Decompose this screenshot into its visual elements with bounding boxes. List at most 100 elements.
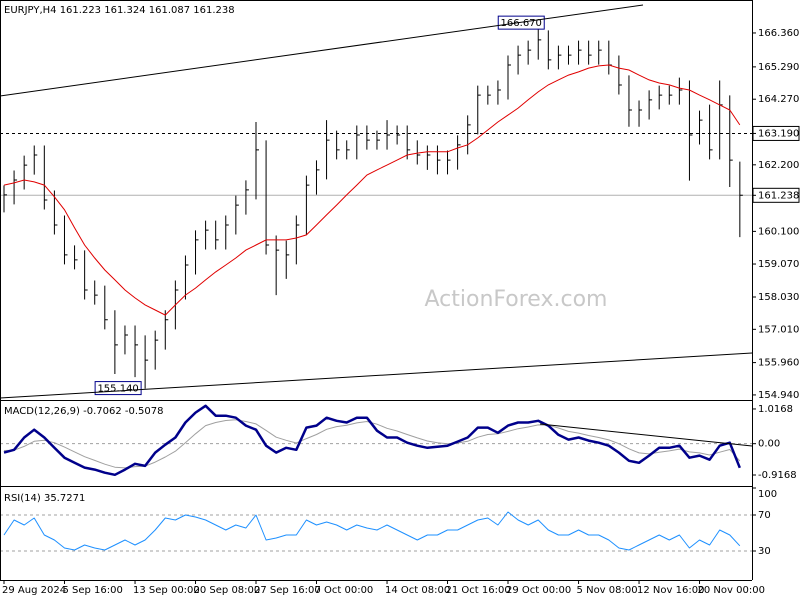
y-tick-label: 160.100	[758, 226, 799, 237]
ohlc-bar	[618, 55, 622, 95]
x-tick-label: 27 Sep 16:00	[254, 585, 321, 596]
ohlc-bar	[467, 115, 471, 155]
ohlc-bar	[215, 220, 219, 250]
x-tick-label: 14 Oct 08:00	[385, 585, 450, 596]
panel-title: RSI(14) 35.7271	[4, 493, 85, 504]
ohlc-bar	[53, 190, 58, 235]
ohlc-bar	[43, 145, 48, 210]
ohlc-bar	[164, 310, 169, 350]
y-tick-label: 30	[758, 546, 771, 557]
moving-average	[3, 64, 741, 316]
ohlc-bar	[13, 170, 18, 205]
ohlc-bar	[527, 40, 532, 65]
ohlc-bar	[195, 230, 199, 275]
trend-line	[539, 423, 753, 447]
ohlc-bar	[557, 45, 562, 70]
x-tick-label: 20 Nov 00:00	[698, 585, 765, 596]
annotation-label: 155.140	[97, 384, 138, 395]
ohlc-bar	[3, 185, 7, 213]
ohlc-bar	[84, 250, 88, 300]
x-tick-label: 21 Oct 16:00	[446, 585, 511, 596]
y-tick-label: 70	[758, 510, 771, 521]
ohlc-bar	[436, 145, 441, 175]
ohlc-bar	[668, 85, 673, 105]
ohlc-bar	[275, 235, 280, 296]
ohlc-bar	[477, 85, 481, 135]
ohlc-bar	[94, 280, 98, 305]
x-tick-label: 5 Sep 16:00	[62, 585, 122, 596]
price-label: 161.238	[758, 190, 799, 201]
ohlc-bar	[376, 130, 380, 150]
ohlc-bar	[245, 180, 249, 215]
ohlc-bar	[366, 125, 370, 150]
ohlc-bar	[739, 161, 743, 238]
ohlc-bar	[396, 125, 401, 145]
x-tick-label: 29 Oct 00:00	[506, 585, 571, 596]
y-tick-label: 159.070	[758, 259, 799, 270]
ohlc-bar	[184, 255, 189, 300]
indicator-line	[3, 404, 741, 477]
y-tick-label: 162.200	[758, 160, 799, 171]
ohlc-bar	[346, 140, 350, 160]
ohlc-bar	[426, 145, 431, 170]
ohlc-bar	[386, 120, 391, 150]
y-tick-label: -0.9168	[758, 470, 797, 481]
ohlc-bar	[255, 122, 259, 200]
ohlc-bar	[205, 220, 209, 250]
ohlc-bar	[33, 145, 38, 175]
panel-title: MACD(12,26,9) -0.7062 -0.5078	[4, 406, 164, 417]
ohlc-bar	[487, 85, 491, 105]
ohlc-bar	[265, 140, 270, 255]
ohlc-bar	[104, 285, 108, 330]
ohlc-bar	[315, 160, 320, 195]
x-tick-label: 13 Sep 00:00	[133, 585, 200, 596]
ohlc-bar	[406, 125, 411, 160]
ohlc-bar	[688, 80, 693, 181]
y-tick-label: 1.0168	[758, 404, 793, 415]
ohlc-bar	[74, 245, 78, 270]
ohlc-bar	[628, 75, 632, 127]
ohlc-bar	[336, 130, 340, 160]
ohlc-bar	[356, 125, 360, 160]
ohlc-bar	[114, 310, 118, 375]
trend-line	[0, 352, 753, 399]
y-tick-label: 100	[758, 489, 777, 500]
ohlc-bar	[709, 104, 713, 160]
ohlc-bar	[547, 30, 552, 70]
annotation-label: 166.670	[501, 18, 542, 29]
ohlc-bar	[23, 155, 28, 190]
ohlc-bar	[457, 135, 461, 170]
y-tick-label: 0.00	[758, 439, 780, 450]
y-tick-label: 155.960	[758, 358, 799, 369]
ohlc-bar	[598, 40, 602, 65]
ohlc-bar	[225, 215, 229, 250]
ohlc-bar	[678, 77, 683, 105]
ohlc-bar	[134, 325, 139, 378]
ohlc-bar	[699, 110, 703, 145]
ohlc-bar	[447, 150, 451, 175]
x-tick-label: 7 Oct 00:00	[314, 585, 373, 596]
ohlc-bar	[124, 325, 128, 355]
ohlc-bar	[285, 240, 290, 279]
ohlc-bar	[578, 40, 582, 65]
ohlc-bar	[295, 215, 300, 265]
ohlc-bar	[144, 335, 149, 389]
ohlc-bar	[648, 90, 653, 120]
ohlc-bar	[658, 85, 663, 110]
ohlc-bar	[507, 55, 511, 100]
y-tick-label: 157.010	[758, 324, 799, 335]
ohlc-bar	[638, 100, 643, 127]
y-tick-label: 166.360	[758, 28, 799, 39]
ohlc-bar	[517, 45, 522, 75]
x-tick-label: 20 Sep 08:00	[194, 585, 261, 596]
ohlc-bar	[416, 140, 421, 165]
trend-line	[0, 4, 644, 97]
x-tick-label: 5 Nov 08:00	[577, 585, 638, 596]
level-label: 163.190	[758, 128, 799, 139]
ohlc-bar	[235, 195, 239, 235]
x-tick-label: 12 Nov 16:00	[637, 585, 704, 596]
ohlc-bar	[567, 45, 572, 65]
